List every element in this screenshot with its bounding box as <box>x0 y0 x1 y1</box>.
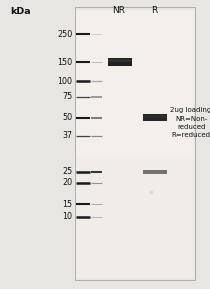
Bar <box>143 170 167 174</box>
Text: 150: 150 <box>57 58 72 67</box>
Bar <box>144 171 166 172</box>
Bar <box>108 60 131 62</box>
Text: 250: 250 <box>57 29 72 39</box>
Text: 75: 75 <box>62 92 72 101</box>
Text: 15: 15 <box>62 200 72 209</box>
Text: 25: 25 <box>62 167 72 177</box>
Text: 2ug loading
NR=Non-
reduced
R=reduced: 2ug loading NR=Non- reduced R=reduced <box>171 108 210 138</box>
Text: 10: 10 <box>62 212 72 221</box>
Bar <box>76 10 194 278</box>
Bar <box>143 114 167 121</box>
Text: 20: 20 <box>62 178 72 187</box>
Text: 37: 37 <box>62 131 72 140</box>
Text: R: R <box>151 6 158 15</box>
Bar <box>108 58 132 66</box>
Bar <box>76 10 194 158</box>
Bar <box>75 7 195 280</box>
Text: 50: 50 <box>62 113 72 122</box>
Text: 100: 100 <box>58 77 72 86</box>
Text: kDa: kDa <box>11 7 31 16</box>
Text: NR: NR <box>112 6 125 15</box>
Bar <box>144 116 166 117</box>
